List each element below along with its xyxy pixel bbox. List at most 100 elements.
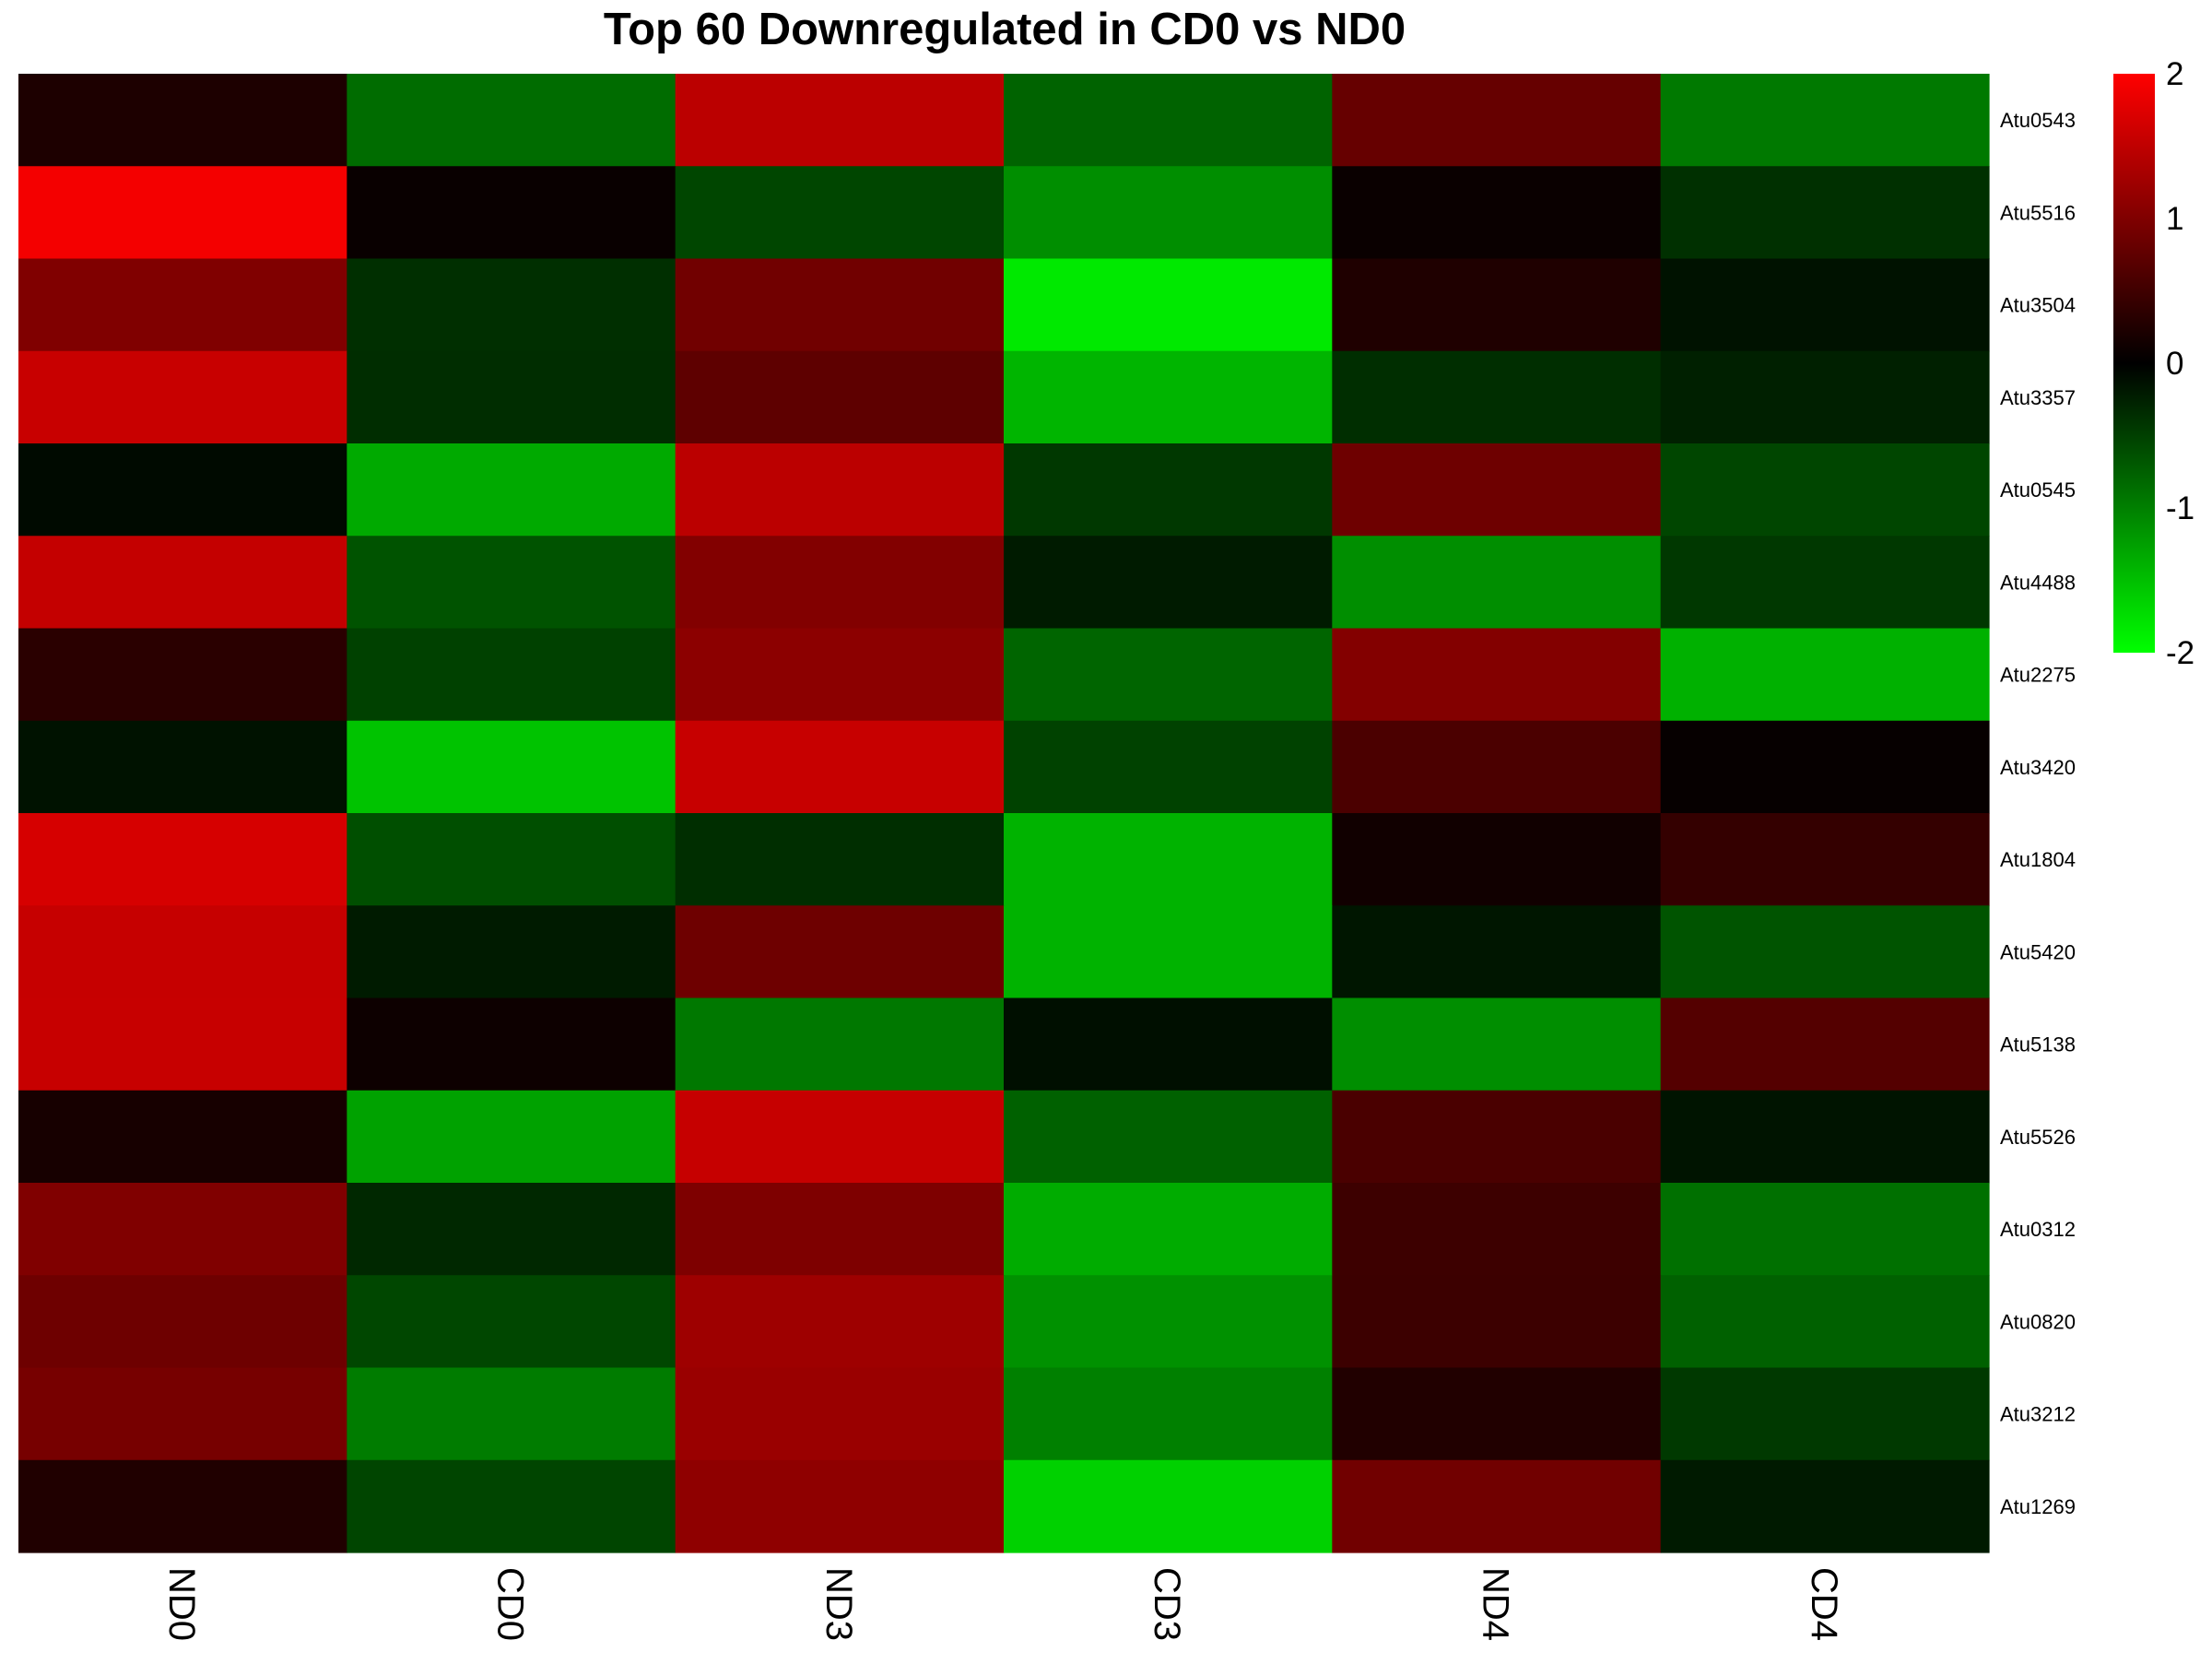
- heatmap-cell-Atu1804-ND4: [1332, 813, 1662, 906]
- heatmap-cell-Atu3357-CD0: [347, 350, 677, 444]
- heatmap-cell-Atu5516-ND0: [18, 166, 347, 260]
- legend-color-bar: [2113, 74, 2155, 653]
- heatmap-cell-Atu3420-ND4: [1332, 720, 1662, 814]
- heatmap-cell-Atu5516-CD3: [1004, 166, 1333, 260]
- heatmap-cell-Atu1269-CD4: [1660, 1459, 1990, 1553]
- heatmap-cell-Atu2275-ND4: [1332, 628, 1662, 722]
- heatmap-cell-Atu0543-CD3: [1004, 74, 1333, 167]
- heatmap-cell-Atu0312-ND0: [18, 1183, 347, 1276]
- heatmap-cell-Atu0820-CD3: [1004, 1275, 1333, 1369]
- heatmap-cell-Atu5526-CD4: [1660, 1090, 1990, 1184]
- row-label: Atu1269: [2000, 1495, 2076, 1518]
- legend-tick-label: 0: [2166, 346, 2183, 382]
- heatmap-cell-Atu3420-ND3: [675, 720, 1005, 814]
- row-label: Atu1804: [2000, 848, 2076, 871]
- heatmap-cell-Atu5420-CD4: [1660, 905, 1990, 999]
- heatmap-cell-Atu4488-ND3: [675, 536, 1005, 630]
- heatmap-cell-Atu3504-CD3: [1004, 258, 1333, 352]
- heatmap-cell-Atu2275-ND3: [675, 628, 1005, 722]
- heatmap-cell-Atu0543-CD0: [347, 74, 677, 167]
- heatmap-cell-Atu0820-CD4: [1660, 1275, 1990, 1369]
- legend-tick-label: 2: [2166, 56, 2183, 92]
- row-label: Atu0543: [2000, 109, 2076, 132]
- heatmap-cell-Atu5420-ND0: [18, 905, 347, 999]
- heatmap-cell-Atu5138-CD0: [347, 997, 677, 1092]
- heatmap-cell-Atu1269-CD0: [347, 1459, 677, 1553]
- heatmap-cell-Atu5138-ND4: [1332, 997, 1662, 1092]
- heatmap-cell-Atu1804-CD3: [1004, 813, 1333, 906]
- heatmap-cell-Atu5420-ND4: [1332, 905, 1662, 999]
- heatmap-cell-Atu1804-ND0: [18, 813, 347, 906]
- legend-tick-label: -2: [2166, 635, 2194, 671]
- heatmap-cell-Atu5516-CD4: [1660, 166, 1990, 260]
- heatmap-cell-Atu1269-ND4: [1332, 1459, 1662, 1553]
- heatmap-cell-Atu1804-CD0: [347, 813, 677, 906]
- row-label: Atu0312: [2000, 1218, 2076, 1241]
- heatmap-cell-Atu3357-ND0: [18, 350, 347, 444]
- heatmap-cell-Atu0820-ND3: [675, 1275, 1005, 1369]
- column-label: ND0: [161, 1567, 202, 1641]
- heatmap-cell-Atu5526-ND3: [675, 1090, 1005, 1184]
- heatmap-cell-Atu0543-ND4: [1332, 74, 1662, 167]
- column-label: CD4: [1804, 1567, 1844, 1641]
- heatmap-cells: [18, 74, 1990, 1553]
- heatmap-cell-Atu0545-CD0: [347, 443, 677, 537]
- heatmap-cell-Atu3420-CD4: [1660, 720, 1990, 814]
- heatmap-cell-Atu3357-CD4: [1660, 350, 1990, 444]
- heatmap-cell-Atu0545-ND3: [675, 443, 1005, 537]
- heatmap-cell-Atu4488-ND4: [1332, 536, 1662, 630]
- row-label: Atu3504: [2000, 294, 2076, 317]
- column-labels: ND0 CD0 ND3 CD3 ND4 CD4: [161, 1567, 1844, 1641]
- heatmap-cell-Atu0543-ND3: [675, 74, 1005, 167]
- heatmap-cell-Atu1269-CD3: [1004, 1459, 1333, 1553]
- heatmap-cell-Atu3357-CD3: [1004, 350, 1333, 444]
- heatmap-cell-Atu5420-ND3: [675, 905, 1005, 999]
- heatmap-cell-Atu5526-ND0: [18, 1090, 347, 1184]
- heatmap-cell-Atu0545-CD3: [1004, 443, 1333, 537]
- heatmap-cell-Atu5526-CD0: [347, 1090, 677, 1184]
- heatmap-cell-Atu5138-ND0: [18, 997, 347, 1092]
- heatmap-cell-Atu5526-CD3: [1004, 1090, 1333, 1184]
- heatmap-cell-Atu2275-CD0: [347, 628, 677, 722]
- row-label: Atu3212: [2000, 1403, 2076, 1426]
- heatmap-cell-Atu3504-ND4: [1332, 258, 1662, 352]
- heatmap-cell-Atu4488-ND0: [18, 536, 347, 630]
- heatmap-cell-Atu4488-CD4: [1660, 536, 1990, 630]
- legend-ticks: 2 1 0 -1 -2: [2166, 56, 2194, 671]
- row-label: Atu0545: [2000, 478, 2076, 502]
- heatmap-cell-Atu5138-CD3: [1004, 997, 1333, 1092]
- row-label: Atu4488: [2000, 571, 2076, 594]
- heatmap-cell-Atu0545-ND0: [18, 443, 347, 537]
- heatmap-cell-Atu3212-CD3: [1004, 1367, 1333, 1461]
- heatmap-cell-Atu2275-CD4: [1660, 628, 1990, 722]
- heatmap-cell-Atu3420-CD0: [347, 720, 677, 814]
- heatmap-cell-Atu1269-ND0: [18, 1459, 347, 1553]
- heatmap-cell-Atu3212-CD0: [347, 1367, 677, 1461]
- heatmap-cell-Atu5138-ND3: [675, 997, 1005, 1092]
- heatmap-cell-Atu0312-CD4: [1660, 1183, 1990, 1276]
- heatmap-cell-Atu3504-CD4: [1660, 258, 1990, 352]
- heatmap-cell-Atu4488-CD3: [1004, 536, 1333, 630]
- heatmap-cell-Atu5420-CD3: [1004, 905, 1333, 999]
- legend-tick-label: -1: [2166, 490, 2194, 526]
- row-label: Atu5516: [2000, 201, 2076, 224]
- column-label: CD3: [1147, 1567, 1187, 1641]
- heatmap-cell-Atu3212-ND3: [675, 1367, 1005, 1461]
- heatmap-cell-Atu3420-ND0: [18, 720, 347, 814]
- heatmap-cell-Atu5420-CD0: [347, 905, 677, 999]
- heatmap-cell-Atu5138-CD4: [1660, 997, 1990, 1092]
- heatmap-cell-Atu3357-ND4: [1332, 350, 1662, 444]
- row-label: Atu3420: [2000, 756, 2076, 779]
- heatmap-cell-Atu3504-ND0: [18, 258, 347, 352]
- row-label: Atu2275: [2000, 664, 2076, 687]
- heatmap-cell-Atu0312-CD3: [1004, 1183, 1333, 1276]
- row-label: Atu5526: [2000, 1126, 2076, 1149]
- heatmap-cell-Atu5516-ND4: [1332, 166, 1662, 260]
- heatmap-cell-Atu2275-CD3: [1004, 628, 1333, 722]
- chart-title: Top 60 Downregulated in CD0 vs ND0: [604, 5, 1406, 54]
- heatmap-cell-Atu0820-ND0: [18, 1275, 347, 1369]
- row-label: Atu5420: [2000, 940, 2076, 963]
- heatmap-cell-Atu5516-ND3: [675, 166, 1005, 260]
- heatmap-cell-Atu0820-CD0: [347, 1275, 677, 1369]
